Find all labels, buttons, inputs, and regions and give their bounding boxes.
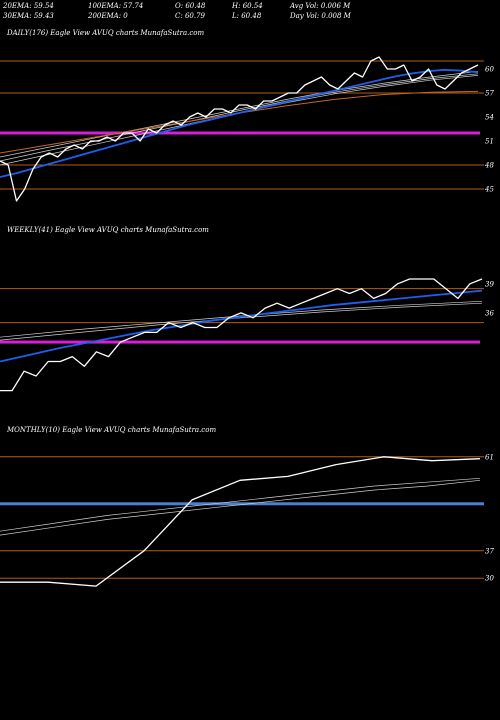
daily-y-tick-0: 60	[485, 66, 494, 74]
weekly-magenta-level	[0, 340, 480, 344]
daily-ema-blue	[0, 68, 479, 178]
daily-y-tick-2: 54	[485, 114, 494, 122]
daily-magenta-level	[0, 131, 480, 135]
monthly-ema-thin-1	[0, 479, 481, 536]
monthly-blue-level	[0, 502, 484, 506]
low-readout: L: 60.48	[232, 12, 262, 20]
daily-y-tick-5: 45	[484, 186, 494, 194]
monthly-y-tick-0: 61	[485, 453, 494, 461]
daily-panel-label: DAILY(176) Eagle View AVUQ charts Munafa…	[7, 29, 205, 37]
ema30-readout: 30EMA: 59.43	[3, 12, 54, 20]
ema100-readout: 100EMA: 57.74	[88, 2, 144, 10]
daily-y-tick-3: 51	[485, 138, 494, 146]
daily-ema-thin-0	[0, 71, 479, 158]
daily-price-line	[0, 56, 479, 202]
daily-ema-thin-2	[0, 75, 479, 166]
daily-ema-thin-1	[0, 73, 479, 162]
daily-ema-orange	[0, 90, 479, 154]
weekly-price-line	[0, 278, 483, 392]
monthly-y-tick-1: 37	[485, 547, 494, 555]
ema20-readout: 20EMA: 59.54	[3, 2, 54, 10]
monthly-price-line	[0, 456, 481, 587]
weekly-panel-label: WEEKLY(41) Eagle View AVUQ charts Munafa…	[7, 226, 209, 234]
monthly-y-tick-2: 30	[485, 575, 494, 583]
daily-y-tick-4: 48	[484, 162, 494, 170]
monthly-ema-thin-0	[0, 477, 481, 532]
weekly-ema-thin-1	[0, 302, 483, 341]
close-readout: C: 60.79	[175, 12, 205, 20]
ema200-readout: 200EMA: 0	[88, 12, 128, 20]
high-readout: H: 60.54	[232, 2, 263, 10]
open-readout: O: 60.48	[175, 2, 206, 10]
daily-y-tick-1: 57	[485, 90, 494, 98]
weekly-y-tick-1: 36	[485, 309, 494, 317]
weekly-ema-blue	[0, 289, 483, 363]
day-vol-readout: Day Vol: 0.008 M	[290, 12, 351, 20]
monthly-panel-label: MONTHLY(10) Eagle View AVUQ charts Munaf…	[7, 426, 217, 434]
avg-vol-readout: Avg Vol: 0.006 M	[290, 2, 351, 10]
weekly-y-tick-0: 39	[485, 280, 494, 288]
